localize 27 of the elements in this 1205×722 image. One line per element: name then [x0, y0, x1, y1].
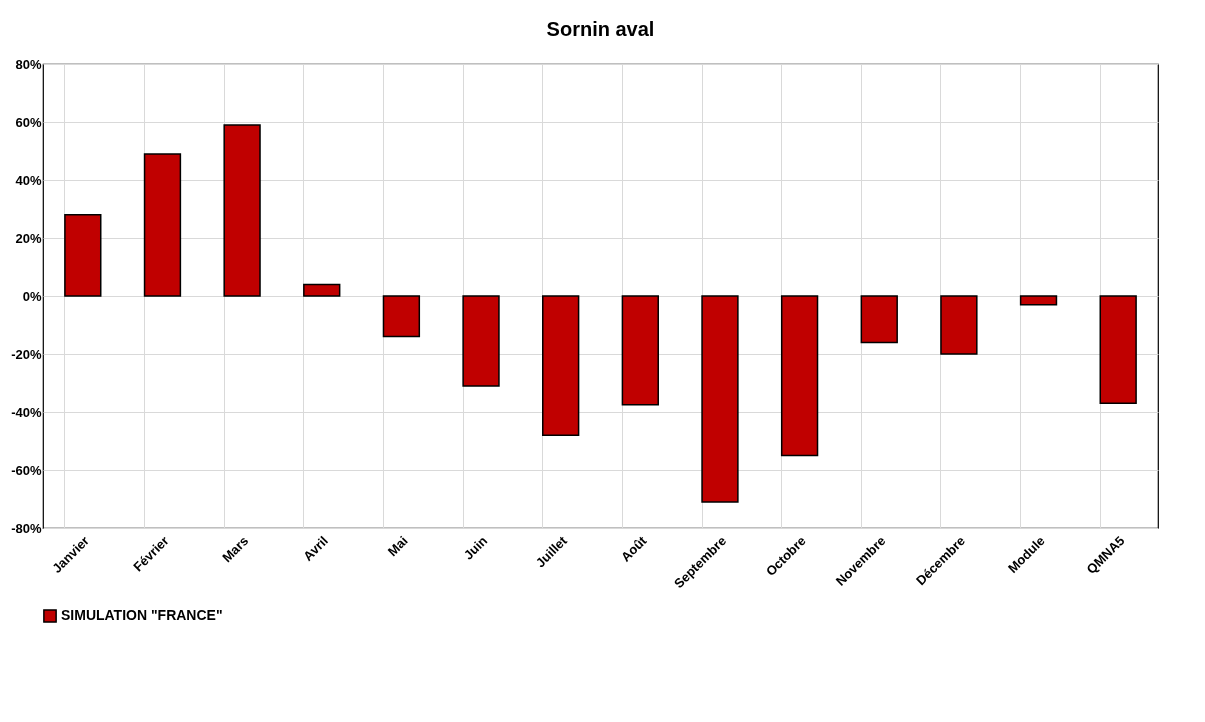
bar: [64, 214, 102, 297]
y-tick-label: 40%: [15, 172, 42, 188]
bar: [382, 295, 421, 338]
y-tick-label: -80%: [11, 520, 42, 536]
bar: [1099, 295, 1137, 405]
bar: [542, 295, 580, 436]
y-tick-label: -40%: [11, 404, 42, 420]
x-tick-label: Juin: [460, 533, 491, 563]
bar: [462, 295, 500, 387]
bar: [1019, 295, 1058, 306]
y-tick-label: -20%: [11, 346, 42, 362]
bar: [860, 295, 898, 344]
bar: [621, 295, 659, 406]
bar: [303, 283, 341, 297]
y-tick-label: 20%: [15, 230, 42, 246]
bar: [223, 124, 261, 297]
bar: [780, 295, 819, 457]
bar: [701, 295, 739, 503]
y-tick-label: 80%: [15, 56, 42, 72]
chart-title: Sornin aval: [546, 18, 655, 40]
y-tick-label: 0%: [22, 288, 42, 304]
x-tick-label: Mai: [384, 533, 411, 560]
legend-label: SIMULATION "FRANCE": [61, 607, 223, 623]
y-tick-label: -60%: [11, 462, 42, 478]
bar: [940, 295, 978, 355]
bar: [143, 153, 182, 297]
y-tick-label: 60%: [15, 114, 42, 130]
